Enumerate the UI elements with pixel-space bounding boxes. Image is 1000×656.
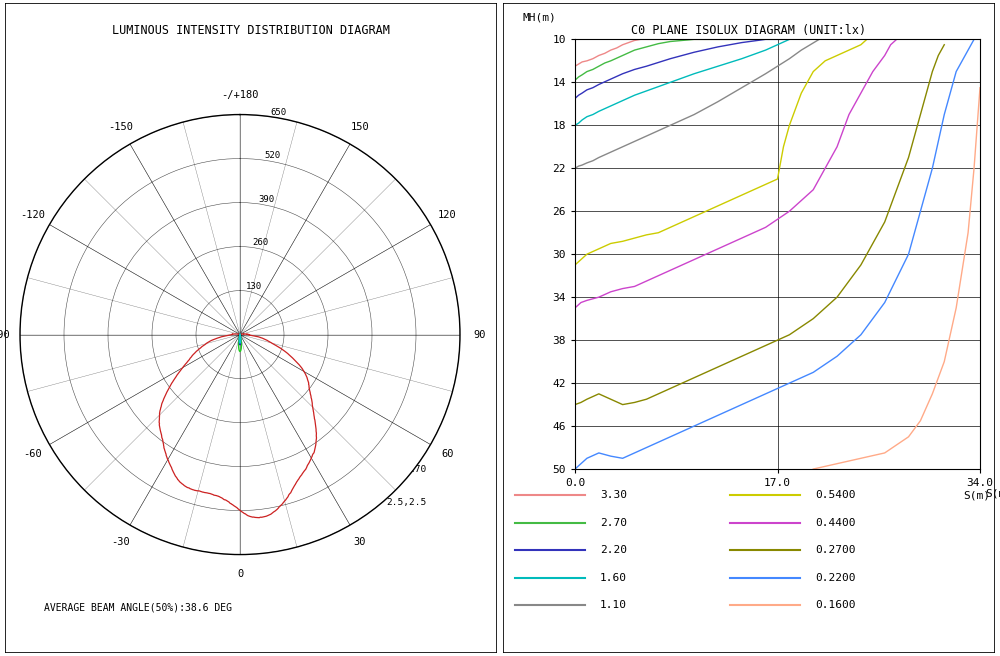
Text: 0.1600: 0.1600 bbox=[815, 600, 856, 611]
Text: 2.9,2.8: 2.9,2.8 bbox=[386, 430, 427, 440]
Text: C90/270: C90/270 bbox=[386, 464, 427, 474]
Text: AVERAGE BEAM ANGLE(50%):38.6 DEG: AVERAGE BEAM ANGLE(50%):38.6 DEG bbox=[44, 602, 232, 613]
Text: 0.2700: 0.2700 bbox=[815, 545, 856, 556]
Text: 2.70: 2.70 bbox=[600, 518, 627, 528]
Text: S(m): S(m) bbox=[963, 490, 990, 501]
Text: 1.10: 1.10 bbox=[600, 600, 627, 611]
Text: S(m): S(m) bbox=[985, 489, 1000, 499]
Text: MH(m): MH(m) bbox=[522, 12, 556, 22]
Text: 0.4400: 0.4400 bbox=[815, 518, 856, 528]
Text: UNIT:cd: UNIT:cd bbox=[367, 232, 408, 241]
Text: 2.20: 2.20 bbox=[600, 545, 627, 556]
Text: 66.2,67.4: 66.2,67.4 bbox=[386, 296, 438, 304]
Text: 2.5,2.5: 2.5,2.5 bbox=[386, 498, 427, 507]
Text: 0.5400: 0.5400 bbox=[815, 490, 856, 501]
Text: 3.30: 3.30 bbox=[600, 490, 627, 501]
Text: C60/240: C60/240 bbox=[386, 397, 427, 406]
Text: 1.60: 1.60 bbox=[600, 573, 627, 583]
Text: C0 PLANE ISOLUX DIAGRAM (UNIT:lx): C0 PLANE ISOLUX DIAGRAM (UNIT:lx) bbox=[631, 24, 867, 37]
Text: 5.0,5.2: 5.0,5.2 bbox=[386, 363, 427, 372]
Text: LUMINOUS INTENSITY DISTRIBUTION DIAGRAM: LUMINOUS INTENSITY DISTRIBUTION DIAGRAM bbox=[112, 24, 390, 37]
Text: 0.2200: 0.2200 bbox=[815, 573, 856, 583]
Text: C0/180: C0/180 bbox=[386, 262, 421, 271]
Text: C30/210: C30/210 bbox=[386, 329, 427, 338]
